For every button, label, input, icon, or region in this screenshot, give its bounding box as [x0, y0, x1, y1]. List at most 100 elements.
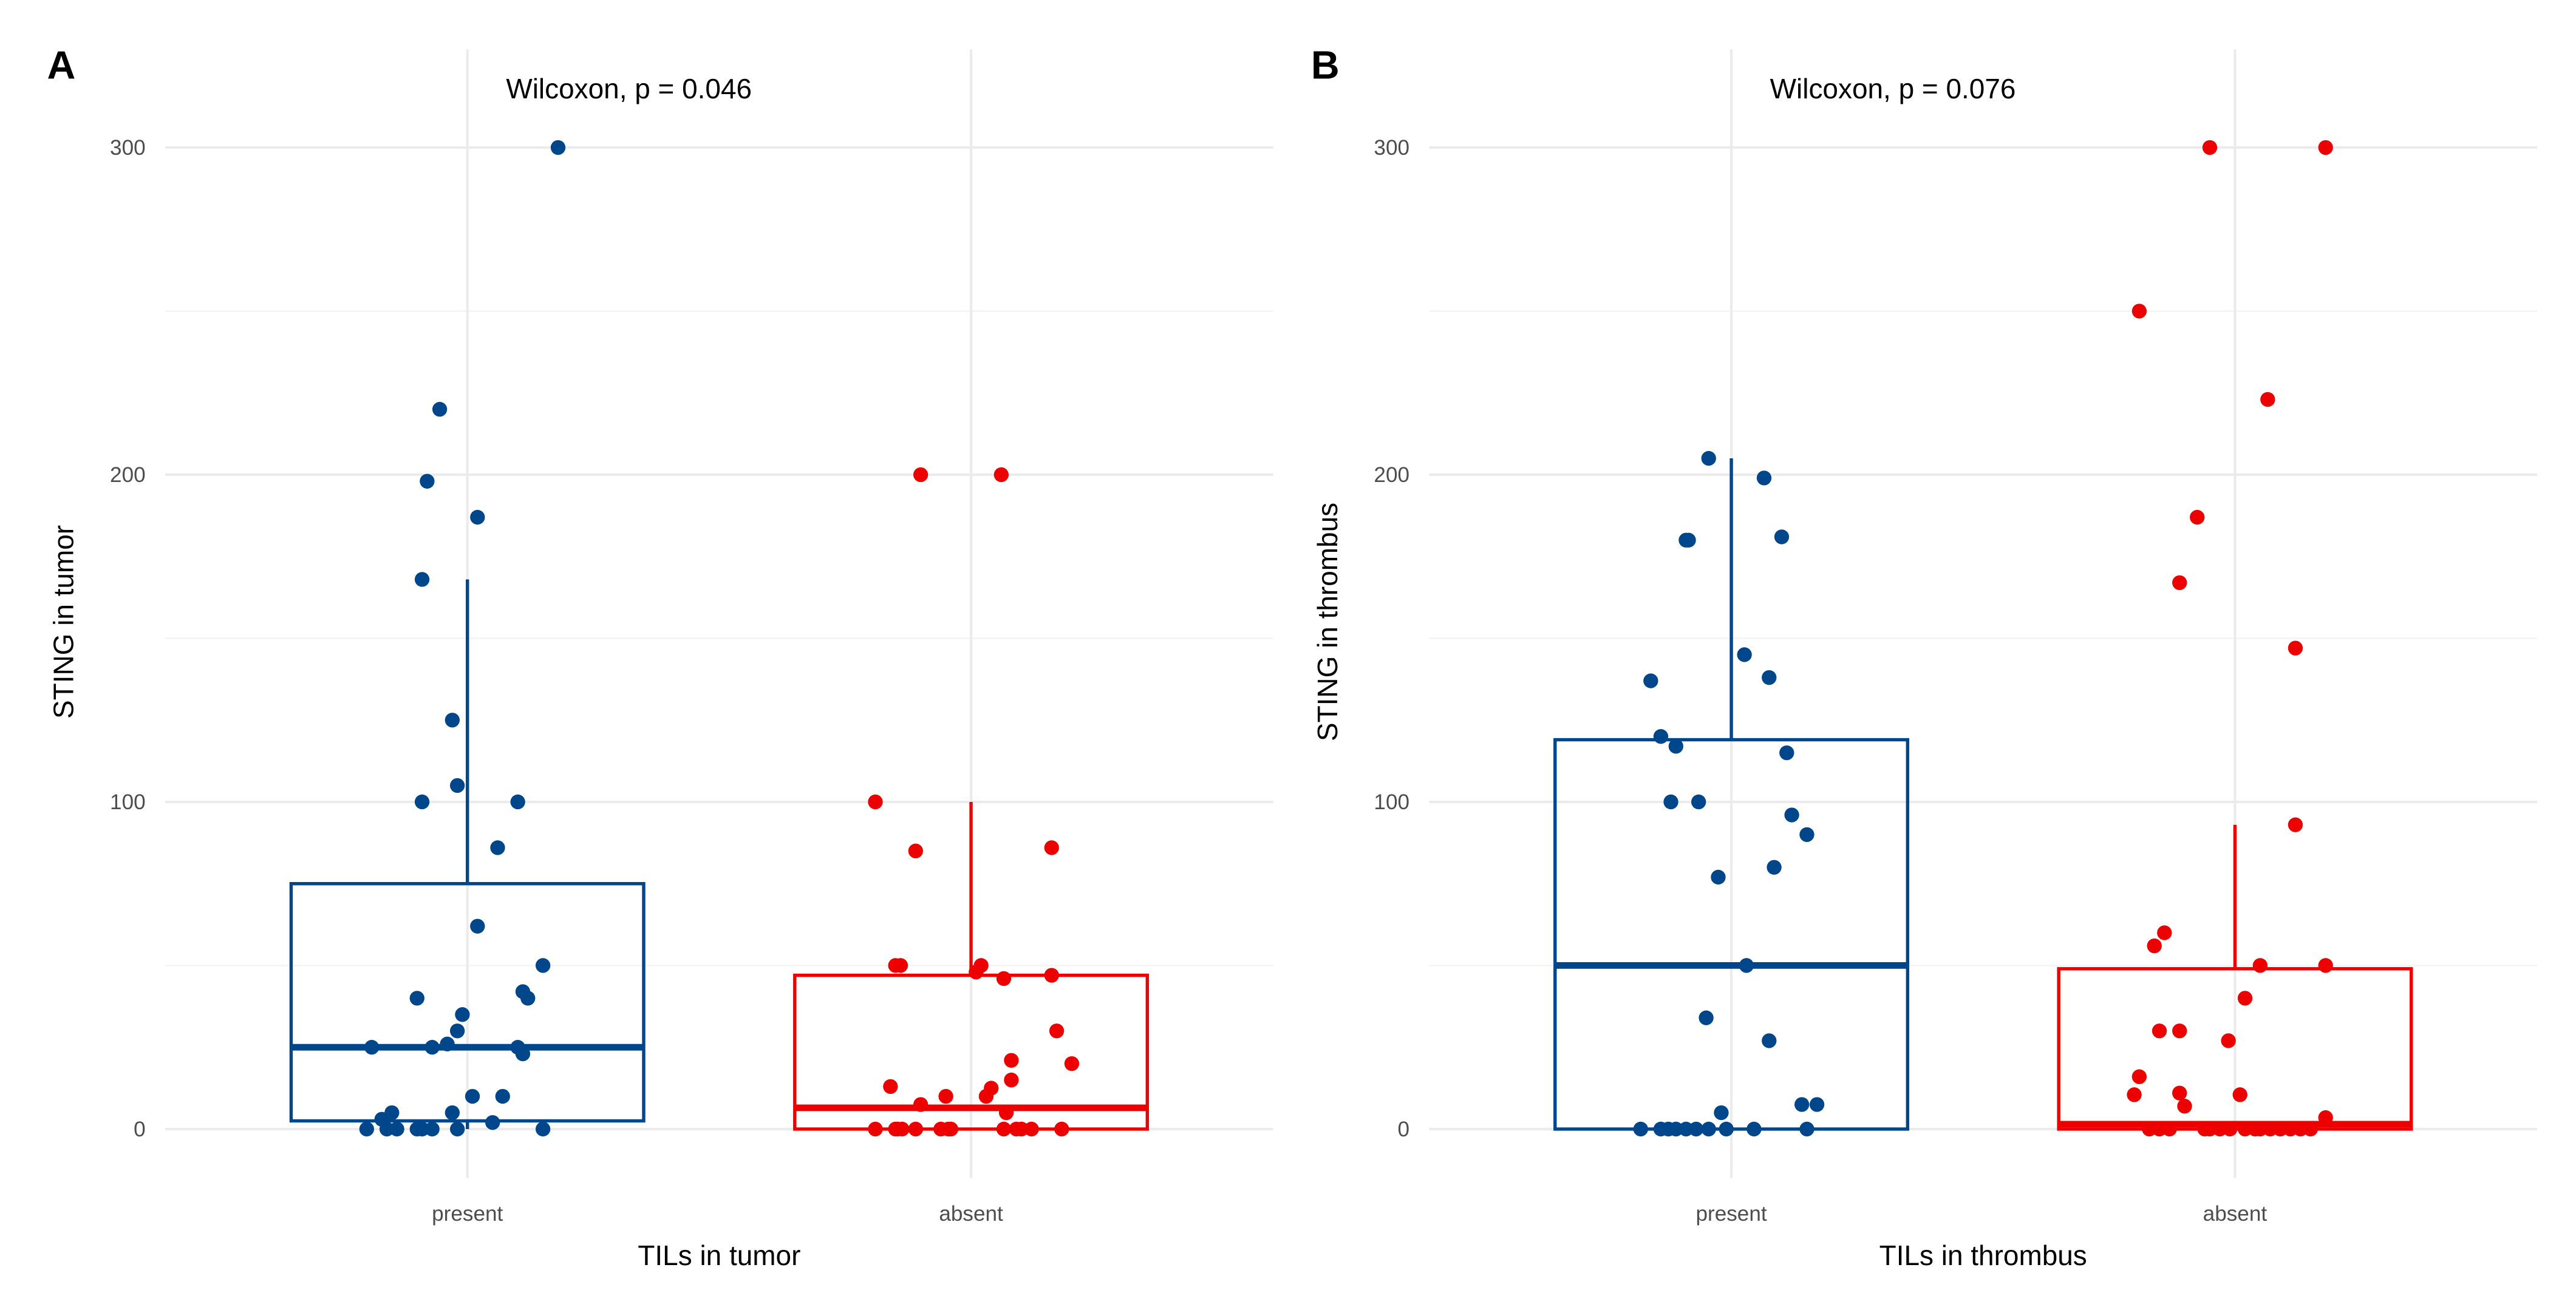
x-tick-label: absent	[2203, 1202, 2268, 1226]
data-point	[1737, 647, 1752, 662]
data-point	[2288, 817, 2303, 832]
data-point	[2260, 392, 2275, 407]
panel-b: 0 100 200 300 present absent B Wilcoxon, p = 0.…	[1311, 43, 2538, 1271]
data-point	[2318, 1110, 2333, 1125]
data-point	[535, 1121, 551, 1137]
data-point	[2152, 1023, 2167, 1039]
y-tick-label: 100	[110, 790, 146, 814]
data-point	[2172, 575, 2187, 591]
data-point	[1643, 673, 1658, 688]
data-point	[1714, 1105, 1729, 1121]
data-point	[1794, 1097, 1810, 1112]
data-point	[449, 1121, 465, 1137]
data-point	[440, 1036, 455, 1051]
x-tick-label: present	[1695, 1202, 1767, 1226]
data-point	[485, 1115, 500, 1130]
data-point	[913, 467, 929, 483]
data-point	[432, 402, 448, 417]
data-point	[1044, 968, 1059, 983]
data-point	[1691, 794, 1706, 810]
data-point	[490, 840, 505, 855]
data-point	[1701, 1121, 1716, 1137]
data-point	[2232, 1087, 2247, 1102]
data-point	[1799, 827, 1814, 843]
panel-a: 0 100 200 300 present absent A Wilcoxon, p = 0.…	[47, 43, 1273, 1271]
data-point	[1767, 860, 1782, 875]
data-point	[1762, 1033, 1777, 1048]
data-point	[359, 1121, 375, 1137]
data-point	[455, 1007, 470, 1022]
data-point	[1719, 1121, 1734, 1137]
data-point	[414, 572, 430, 587]
y-tick-label: 0	[134, 1118, 146, 1141]
data-point	[445, 713, 460, 728]
data-point	[1809, 1097, 1825, 1112]
data-point	[2147, 938, 2162, 954]
data-point	[510, 794, 525, 810]
data-point	[1711, 869, 1726, 885]
data-point	[2172, 1085, 2187, 1101]
data-point	[2131, 1069, 2147, 1084]
data-point	[893, 958, 908, 973]
data-point	[868, 1121, 883, 1137]
data-point	[1044, 840, 1059, 855]
data-point	[2162, 1121, 2177, 1137]
data-point	[449, 1023, 465, 1039]
data-point	[420, 473, 435, 489]
data-point	[2252, 958, 2268, 973]
data-point	[1762, 670, 1777, 685]
data-point	[1701, 450, 1716, 466]
data-point	[993, 467, 1009, 483]
data-point	[978, 1088, 994, 1104]
data-point	[2221, 1033, 2236, 1048]
data-point	[550, 140, 566, 155]
y-axis-title: STING in tumor	[48, 525, 80, 719]
data-point	[938, 1088, 953, 1104]
x-tick-label: present	[432, 1202, 503, 1226]
x-tick-label: absent	[939, 1202, 1003, 1226]
data-point	[389, 1121, 404, 1137]
data-point	[1756, 470, 1772, 486]
data-point	[996, 1121, 1012, 1137]
data-point	[1064, 1056, 1080, 1071]
data-point	[2127, 1087, 2142, 1102]
y-tick-label: 300	[110, 136, 146, 160]
data-point	[1668, 739, 1684, 754]
data-point	[1633, 1121, 1648, 1137]
data-point	[2190, 509, 2205, 525]
y-tick-label: 200	[110, 463, 146, 487]
data-point	[470, 509, 485, 525]
data-point	[535, 958, 551, 973]
data-point	[2318, 140, 2333, 155]
y-tick-label: 300	[1374, 136, 1409, 160]
data-point	[1784, 807, 1799, 823]
data-point	[1049, 1023, 1065, 1039]
y-tick-label: 100	[1374, 790, 1409, 814]
y-axis-title: STING in thrombus	[1312, 503, 1343, 741]
data-point	[2237, 991, 2253, 1006]
data-point	[2177, 1099, 2192, 1114]
wilcoxon-annotation: Wilcoxon, p = 0.046	[506, 73, 752, 104]
data-point	[409, 991, 424, 1006]
data-point	[2202, 140, 2218, 155]
data-point	[2222, 1121, 2238, 1137]
data-point	[996, 971, 1012, 986]
data-point	[913, 1097, 929, 1112]
data-point	[2288, 640, 2303, 656]
data-point	[1653, 729, 1669, 744]
data-point	[515, 1046, 531, 1062]
data-point	[1799, 1121, 1814, 1137]
data-point	[943, 1121, 959, 1137]
data-point	[883, 1079, 898, 1094]
data-point	[1739, 958, 1754, 973]
data-point	[908, 1121, 924, 1137]
data-point	[1779, 745, 1794, 761]
panel-label: B	[1311, 43, 1340, 87]
data-point	[1688, 1121, 1704, 1137]
data-point	[1004, 1053, 1019, 1068]
x-axis-title: TILs in thrombus	[1879, 1240, 2087, 1271]
data-point	[364, 1040, 380, 1055]
data-point	[495, 1088, 510, 1104]
panel-label: A	[47, 43, 75, 87]
